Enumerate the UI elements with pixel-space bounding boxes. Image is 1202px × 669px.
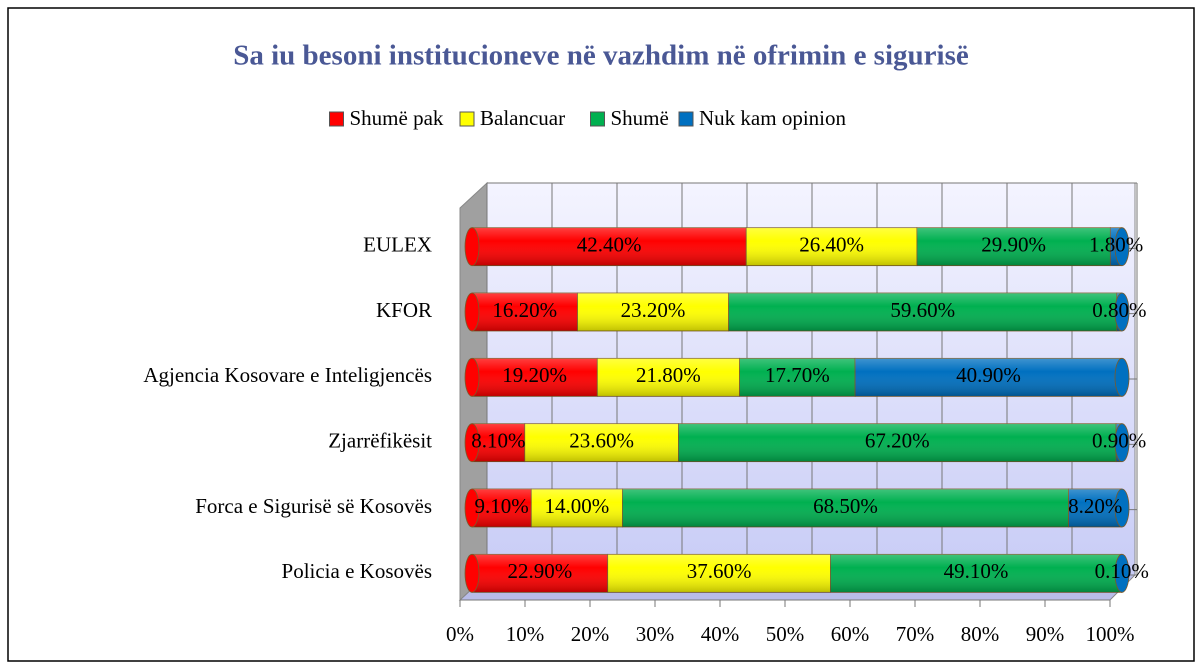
y-tick-label: KFOR — [376, 298, 432, 322]
bar-cap-start — [464, 227, 480, 267]
data-label: 37.60% — [687, 559, 752, 583]
data-label: 16.20% — [492, 298, 557, 322]
x-tick-label: 80% — [961, 622, 1000, 646]
legend-label: Shumë pak — [350, 106, 444, 130]
x-tick-label: 20% — [571, 622, 610, 646]
bar-shade — [830, 554, 1122, 593]
bar-cap-end — [1114, 488, 1130, 528]
legend-swatch — [329, 111, 344, 127]
data-label: 23.20% — [621, 298, 686, 322]
bar-shade — [597, 358, 740, 397]
chart-title: Sa iu besoni institucioneve në vazhdim n… — [233, 40, 969, 72]
data-label: 21.80% — [636, 363, 701, 387]
x-tick-label: 90% — [1026, 622, 1065, 646]
legend-label: Balancuar — [480, 106, 565, 130]
bar-cap-start — [464, 488, 480, 528]
data-label: 42.40% — [577, 232, 642, 256]
bar-shade — [472, 489, 532, 527]
data-label: 14.00% — [544, 494, 609, 518]
x-tick-label: 0% — [446, 622, 474, 646]
bar-shade — [916, 227, 1111, 266]
bar-shade — [472, 554, 608, 593]
data-label: 17.70% — [765, 363, 830, 387]
data-label: 8.20% — [1068, 494, 1122, 518]
data-label: 29.90% — [981, 232, 1046, 256]
data-label: 1.80% — [1089, 232, 1143, 256]
bar-shade — [607, 554, 831, 593]
bar-shade — [622, 489, 1069, 527]
data-label: 0.90% — [1092, 428, 1146, 452]
data-label: 0.80% — [1092, 298, 1146, 322]
bar-cap-end — [1114, 553, 1130, 593]
bar-shade — [1068, 489, 1122, 527]
x-tick-label: 70% — [896, 622, 935, 646]
y-tick-label: Forca e Sigurisë së Kosovës — [195, 494, 432, 518]
y-tick-label: Policia e Kosovës — [282, 559, 432, 583]
data-label: 23.60% — [569, 428, 634, 452]
bar-shade — [472, 423, 525, 462]
x-tick-label: 50% — [766, 622, 805, 646]
data-label: 40.90% — [956, 363, 1021, 387]
data-label: 19.20% — [502, 363, 567, 387]
bar-cap-start — [464, 357, 480, 397]
bar-shade — [577, 293, 729, 331]
data-label: 68.50% — [813, 494, 878, 518]
data-label: 8.10% — [471, 428, 525, 452]
y-tick-label: EULEX — [363, 232, 432, 256]
bar-shade — [472, 358, 598, 397]
bar-cap-end — [1114, 357, 1130, 397]
bar-cap-start — [464, 292, 480, 332]
legend-swatch — [590, 111, 605, 127]
data-label: 26.40% — [799, 232, 864, 256]
y-tick-label: Agjencia Kosovare e Inteligjencës — [143, 363, 432, 387]
data-label: 49.10% — [944, 559, 1009, 583]
bar-cap-start — [464, 423, 480, 463]
bars: 42.40% 26.40% 29.90% 1.80% 16.20% 23.20% 59.60… — [464, 227, 1149, 593]
bar-shade — [855, 358, 1122, 397]
bar-shade — [524, 423, 679, 462]
bar-shade — [531, 489, 623, 527]
x-tick-label: 30% — [636, 622, 675, 646]
bar-shade — [739, 358, 856, 397]
bar-shade — [678, 423, 1117, 462]
legend-label: Shumë — [611, 106, 669, 130]
x-tick-label: 40% — [701, 622, 740, 646]
data-label: 22.90% — [507, 559, 572, 583]
data-label: 67.20% — [865, 428, 930, 452]
legend-swatch — [678, 111, 694, 127]
data-label: 0.10% — [1095, 559, 1149, 583]
bar-cap-start — [464, 553, 480, 593]
bar-shade — [746, 227, 917, 266]
bar-cap-end — [1114, 292, 1130, 332]
x-tick-label: 10% — [506, 622, 545, 646]
bar-cap-end — [1114, 227, 1130, 267]
x-tick-label: 60% — [831, 622, 870, 646]
y-tick-label: Zjarrëfikësit — [328, 428, 432, 452]
data-label: 59.60% — [890, 298, 955, 322]
legend-label: Nuk kam opinion — [699, 106, 846, 130]
legend-swatch — [459, 111, 475, 127]
x-tick-label: 100% — [1086, 622, 1135, 646]
bar-shade — [472, 293, 578, 331]
bar-shade — [728, 293, 1117, 331]
bar-cap-end — [1114, 423, 1130, 463]
data-label: 9.10% — [475, 494, 529, 518]
bar-shade — [472, 227, 747, 266]
